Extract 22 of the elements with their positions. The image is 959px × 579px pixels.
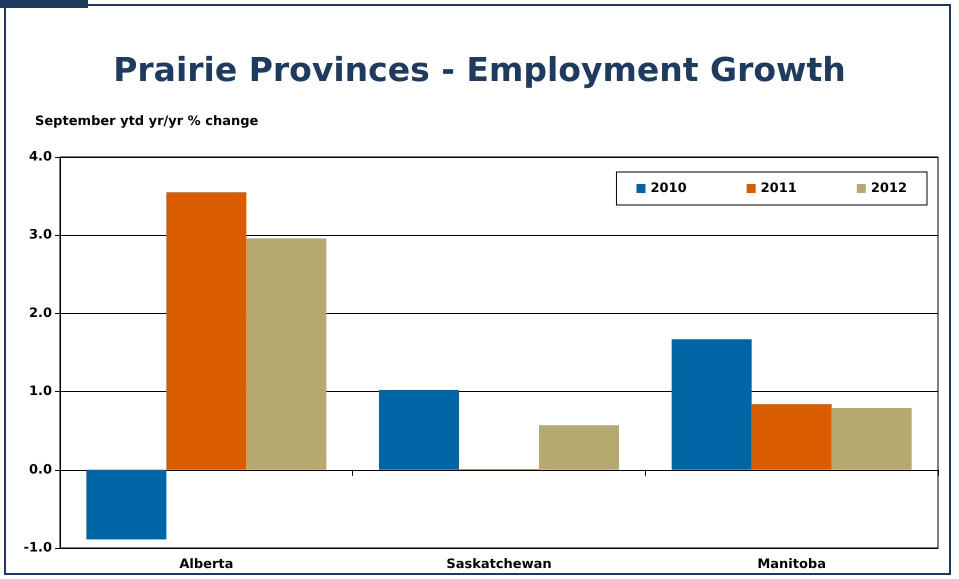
- y-tick-label: 4.0: [28, 150, 52, 164]
- x-tick-label: Saskatchewan: [446, 557, 552, 572]
- legend-label: 2011: [760, 181, 797, 196]
- y-axis-title: September ytd yr/yr % change: [35, 114, 259, 129]
- y-tick-label: 3.0: [28, 228, 52, 243]
- bar: [672, 339, 752, 470]
- bar: [752, 404, 832, 470]
- bar: [86, 470, 166, 540]
- legend-label: 2010: [650, 181, 687, 196]
- bar: [166, 192, 246, 470]
- x-tick-label: Alberta: [179, 557, 234, 572]
- bar: [246, 238, 326, 470]
- y-tick-label: -1.0: [24, 540, 52, 556]
- bar: [539, 425, 619, 470]
- y-tick-label: 1.0: [28, 384, 52, 400]
- bar: [379, 390, 459, 470]
- bar: [832, 408, 912, 470]
- y-tick-label: 2.0: [28, 306, 52, 321]
- legend-label: 2012: [870, 181, 908, 196]
- y-tick-label: 0.0: [28, 462, 52, 478]
- x-tick-label: Manitoba: [757, 557, 826, 572]
- chart-title: Prairie Provinces - Employment Growth: [113, 50, 846, 89]
